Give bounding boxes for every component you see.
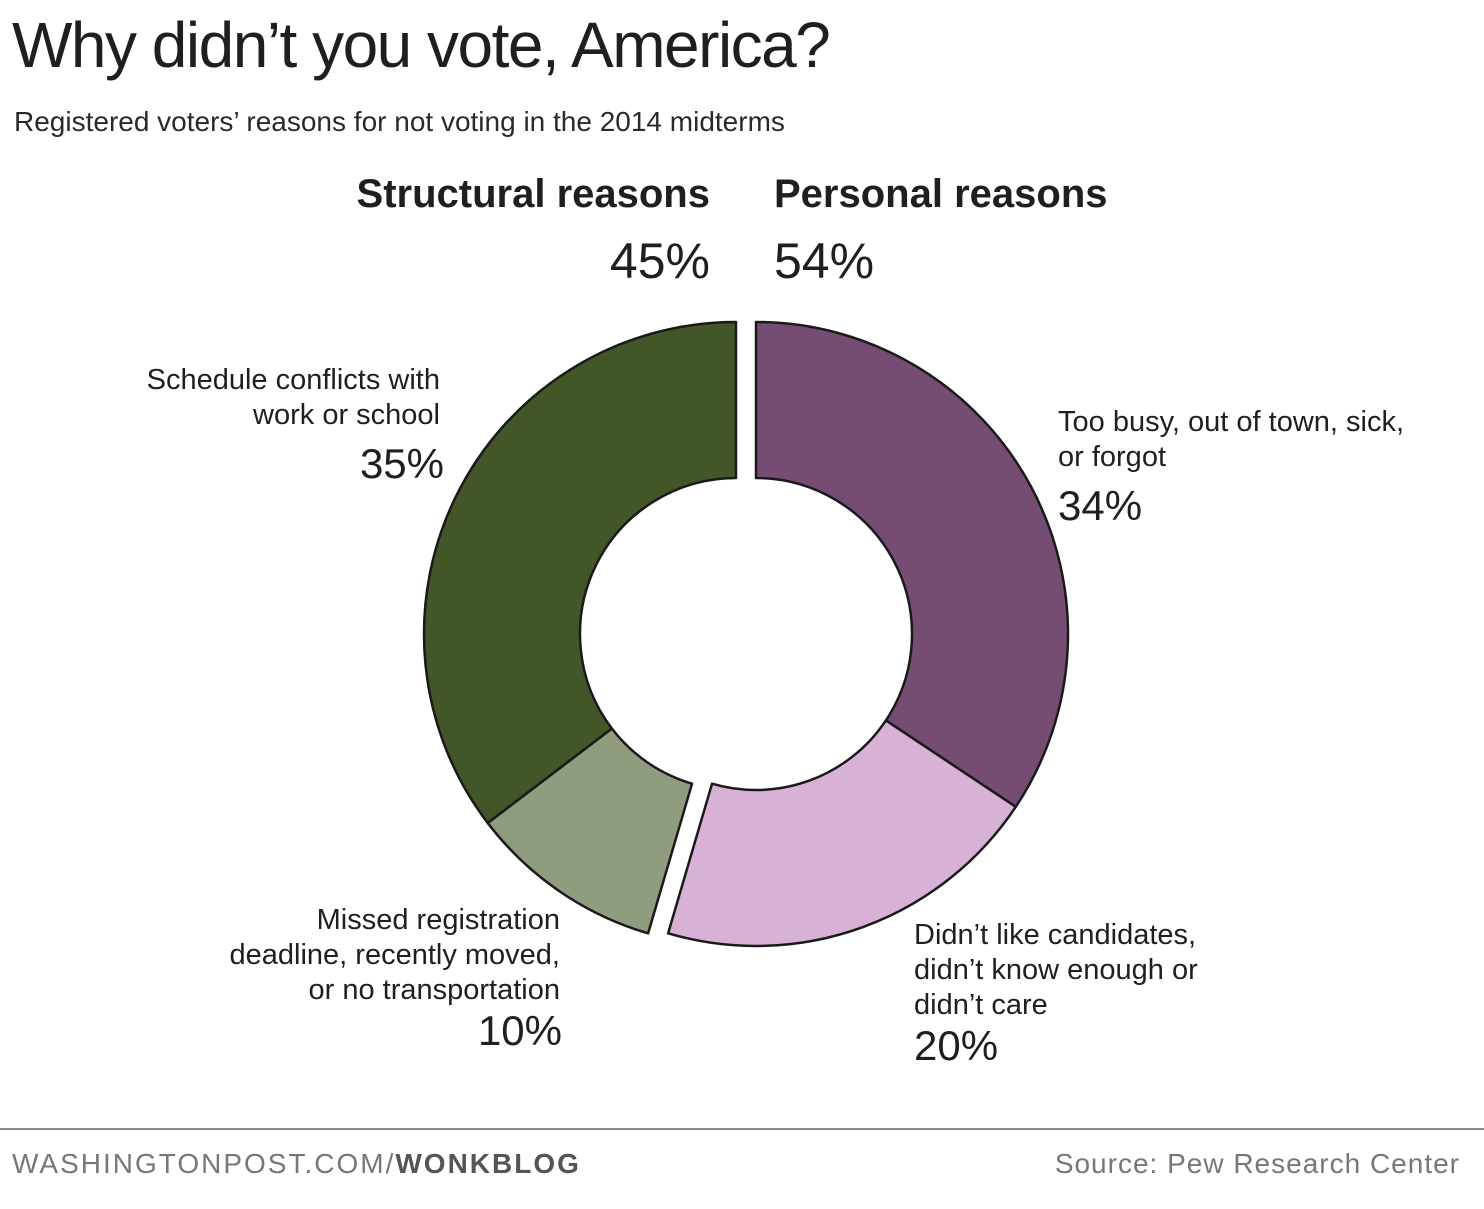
- slice-too-busy: [754, 320, 1070, 809]
- chart-title: Why didn’t you vote, America?: [12, 9, 831, 81]
- donut-chart: Structural reasons 45% Personal reasons …: [147, 172, 1404, 1069]
- slice-value-candidates: 20%: [914, 1022, 998, 1069]
- donut-slices: [422, 320, 1070, 948]
- group-label-personal: Personal reasons: [774, 172, 1108, 216]
- slice-value-registration: 10%: [478, 1007, 562, 1054]
- slice-value-schedule: 35%: [360, 440, 444, 487]
- footer-site: WASHINGTONPOST.COM/: [12, 1148, 396, 1179]
- footer-credit: WASHINGTONPOST.COM/WONKBLOG: [12, 1148, 581, 1180]
- footer-section: WONKBLOG: [395, 1148, 581, 1179]
- slice-label-candidates-line2: didn’t know enough or: [914, 954, 1198, 986]
- slice-value-too-busy: 34%: [1058, 482, 1142, 529]
- slice-label-registration-line2: deadline, recently moved,: [230, 939, 560, 971]
- footer-source: Source: Pew Research Center: [1054, 1148, 1460, 1179]
- slice-label-schedule-line1: Schedule conflicts with: [147, 364, 440, 396]
- slice-label-candidates-line3: didn’t care: [914, 989, 1048, 1021]
- group-value-structural: 45%: [610, 233, 710, 289]
- group-value-personal: 54%: [774, 233, 874, 289]
- slice-candidates: [666, 719, 1018, 948]
- chart-subtitle: Registered voters’ reasons for not votin…: [14, 106, 785, 137]
- slice-label-candidates-line1: Didn’t like candidates,: [914, 919, 1196, 951]
- slice-label-schedule-line2: work or school: [252, 399, 440, 431]
- group-label-structural: Structural reasons: [357, 172, 710, 216]
- slice-label-registration-line1: Missed registration: [317, 904, 560, 936]
- slice-label-too-busy-line2: or forgot: [1058, 441, 1166, 473]
- slice-label-registration-line3: or no transportation: [309, 974, 560, 1006]
- slice-label-too-busy-line1: Too busy, out of town, sick,: [1058, 406, 1404, 438]
- footer-divider: [0, 1128, 1484, 1130]
- slice-schedule: [422, 320, 738, 825]
